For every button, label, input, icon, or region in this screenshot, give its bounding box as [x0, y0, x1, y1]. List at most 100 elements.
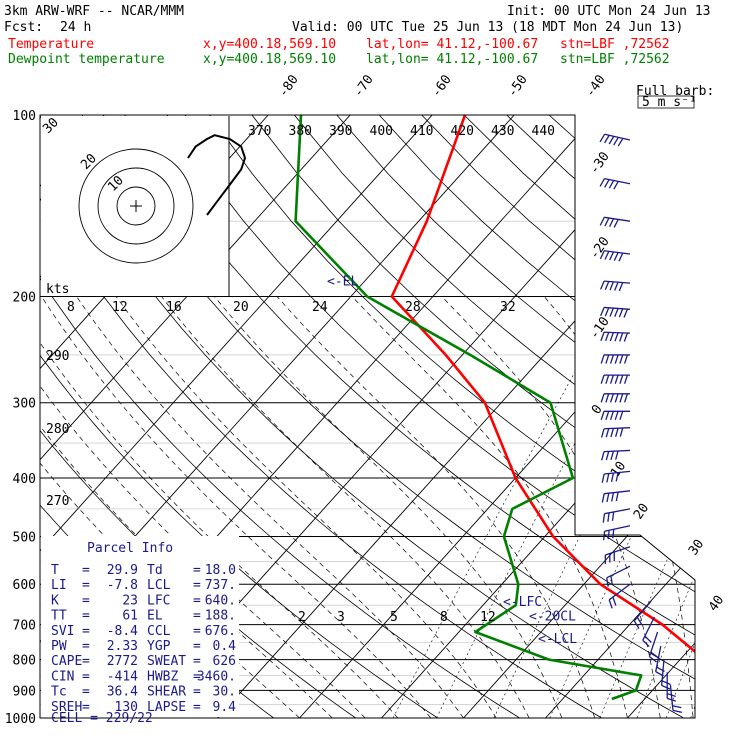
dewpoint-stn: stn=LBF ,72562 — [560, 52, 670, 67]
mixing-ratio-label: 28 — [405, 300, 421, 315]
pressure-label-700: 700 — [13, 619, 36, 634]
mixing-ratio-line — [436, 296, 654, 718]
theta-e-label: 380 — [289, 124, 312, 139]
parcel-eq: = — [82, 685, 90, 700]
mixing-ratio-label: 12 — [480, 610, 496, 625]
parcel-key: SVI — [51, 624, 74, 639]
hodograph-ring — [78, 148, 194, 264]
dry-adiabat — [421, 115, 695, 718]
isotherm — [710, 115, 740, 718]
isotherm-label: 10 — [608, 459, 629, 480]
parcel-eq: = — [82, 654, 90, 669]
level-annotation: <-EL — [327, 274, 358, 289]
dry-adiabat — [336, 115, 695, 718]
parcel-eq: = — [193, 593, 201, 608]
parcel-value: 9.4 — [213, 700, 237, 715]
pressure-label-500: 500 — [13, 530, 36, 545]
barb-feather — [611, 511, 615, 521]
isotherm — [40, 115, 351, 718]
parcel-key: T — [51, 563, 59, 578]
parcel-key: Td — [147, 563, 163, 578]
theta-e-label: 430 — [491, 124, 514, 139]
barb-feather — [636, 616, 643, 626]
temp-xy: x,y=400.18,569.10 — [203, 37, 336, 52]
parcel-row: K = 23 LFC = 640. — [51, 593, 236, 608]
parcel-key: LFC — [147, 593, 170, 608]
parcel-value: 30. — [213, 685, 236, 700]
isotherm-label: -80 — [276, 72, 302, 100]
theta-e-label: 440 — [532, 124, 555, 139]
wind-barb — [601, 449, 631, 461]
barb-feather — [614, 393, 619, 403]
isotherm-label: -40 — [583, 72, 609, 100]
wind-barb — [602, 508, 631, 523]
parcel-key: SWEAT — [147, 654, 186, 669]
parcel-key: HWBZ — [147, 669, 178, 684]
pressure-label-400: 400 — [13, 472, 36, 487]
isotherm-label: -70 — [351, 72, 377, 100]
barb-staff — [603, 449, 631, 453]
moist-adiabat — [276, 296, 596, 718]
barb-feather — [606, 493, 610, 503]
barb-staff — [669, 684, 674, 711]
isotherm — [627, 115, 695, 718]
parcel-row: PW = 2.33 YGP = 0.4 — [51, 639, 236, 654]
barb-feather — [602, 513, 606, 523]
pressure-label-600: 600 — [13, 578, 36, 593]
dry-adiabat — [40, 115, 602, 718]
parcel-value: 18.0 — [205, 563, 236, 578]
parcel-eq: = — [193, 669, 201, 684]
barb-feather — [601, 451, 605, 461]
barb-staff — [604, 525, 631, 532]
parcel-key: SREH — [51, 700, 82, 715]
parcel-eq: = — [82, 624, 90, 639]
wind-barb — [600, 427, 631, 438]
hodograph-ring — [116, 186, 156, 226]
dry-adiabat — [40, 115, 684, 718]
parcel-info-box — [41, 536, 239, 717]
barb-feather — [623, 308, 629, 318]
barb-staff — [605, 546, 631, 556]
moist-adiabat — [214, 296, 563, 718]
barb-feather — [650, 651, 659, 659]
pressure-label-1000: 1000 — [5, 712, 36, 727]
barb-feather — [609, 251, 615, 261]
mixing-ratio-label: 24 — [312, 300, 328, 315]
fcst-label: Fcst: — [4, 20, 43, 35]
wind-barb — [600, 354, 630, 364]
barb-feather — [661, 680, 671, 685]
mixing-ratio-label: 5 — [390, 610, 398, 625]
barb-feather — [624, 374, 629, 384]
wind-barb — [600, 306, 631, 318]
pressure-label-900: 900 — [13, 684, 36, 699]
barb-feather — [604, 179, 610, 188]
parcel-value: 36.4 — [107, 685, 138, 700]
dry-adiabat — [548, 115, 695, 718]
wind-barb — [600, 331, 631, 342]
parcel-key: PW — [51, 639, 67, 654]
barb-feather — [609, 281, 615, 291]
barb-feather — [610, 451, 615, 461]
barb-feather — [608, 599, 613, 609]
wind-barb — [606, 565, 631, 587]
dry-adiabat — [719, 115, 740, 718]
isotherm — [463, 115, 695, 718]
barb-feather — [609, 393, 614, 403]
parcel-key: EL — [147, 609, 163, 624]
barb-staff — [603, 427, 631, 430]
parcel-key: TT — [51, 609, 67, 624]
barb-feather — [618, 308, 624, 318]
theta-e-label: 410 — [410, 124, 433, 139]
barb-feather — [610, 428, 615, 438]
level-annotation: <-20CL — [529, 609, 576, 624]
barb-feather — [605, 428, 610, 438]
temp-latlon: lat,lon= 41.12,-100.67 — [366, 37, 538, 52]
temp-series-name: Temperature — [8, 37, 94, 52]
parcel-key: CIN — [51, 669, 74, 684]
barb-feather — [607, 512, 610, 522]
wind-barb — [604, 546, 631, 564]
barb-feather — [604, 307, 610, 317]
wind-barb — [599, 250, 631, 262]
barb-feather — [633, 620, 640, 629]
